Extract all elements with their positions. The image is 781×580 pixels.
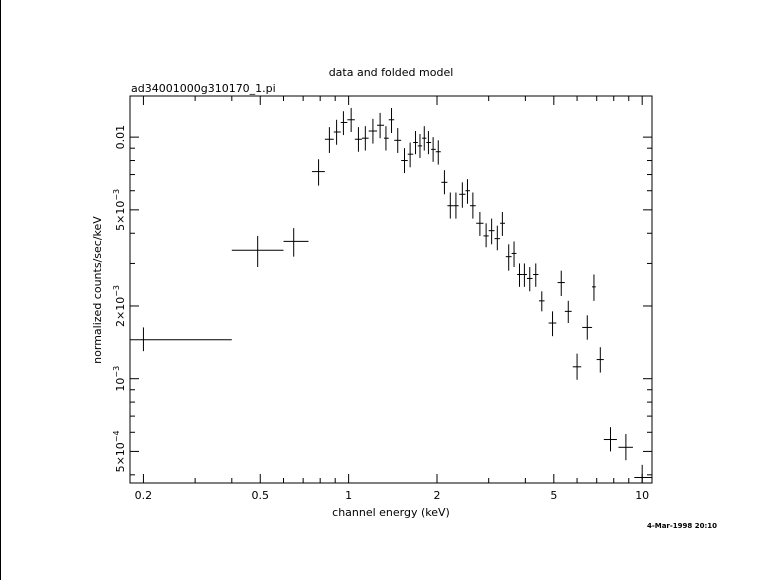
data-point	[592, 274, 596, 301]
y-tick-label: 0.01	[114, 125, 127, 150]
data-point	[354, 127, 362, 152]
data-point	[517, 263, 523, 287]
data-point	[401, 148, 408, 174]
data-point	[596, 347, 604, 373]
data-point	[488, 218, 495, 245]
data-point	[548, 311, 557, 337]
x-tick-label: 1	[345, 489, 352, 502]
data-point	[526, 266, 533, 292]
y-tick-exponent: −3	[112, 285, 121, 297]
data-point	[618, 434, 633, 461]
y-tick-mantissa: 2×10	[114, 297, 127, 327]
data-point	[413, 131, 418, 155]
y-tick-labels: 5×10−410−32×10−35×10−30.01	[112, 125, 127, 473]
data-point	[582, 315, 593, 340]
data-point	[465, 179, 470, 204]
data-point	[377, 112, 385, 139]
data-point	[340, 111, 348, 136]
data-point	[557, 270, 565, 296]
axis-ticks	[130, 96, 652, 483]
data-point	[441, 170, 448, 195]
chart-title: data and folded model	[329, 66, 454, 79]
x-tick-label: 2	[433, 489, 440, 502]
data-point	[564, 300, 572, 324]
data-point	[333, 119, 341, 145]
data-point	[459, 182, 466, 208]
y-tick-label: 5×10−4	[112, 430, 127, 472]
y-tick-mantissa: 0.01	[114, 125, 127, 150]
data-point	[311, 159, 325, 186]
data-point	[634, 464, 652, 483]
y-tick-label: 2×10−3	[112, 285, 127, 327]
data-point	[384, 126, 389, 151]
data-point	[422, 126, 427, 151]
data-point	[347, 108, 355, 133]
data-point	[500, 211, 506, 236]
data-point	[417, 134, 423, 158]
data-point	[476, 211, 484, 236]
data-point	[469, 192, 476, 219]
y-tick-mantissa: 10	[114, 378, 127, 392]
y-tick-exponent: −4	[112, 430, 121, 442]
data-point	[407, 142, 414, 168]
data-point	[603, 427, 617, 452]
data-point	[483, 223, 489, 248]
data-point	[538, 291, 545, 312]
x-tick-label: 0.2	[135, 489, 153, 502]
data-point	[394, 128, 402, 153]
y-axis-label: normalized counts/sec/keV	[91, 216, 104, 364]
data-point	[426, 131, 432, 155]
data-point	[533, 263, 539, 287]
data-point	[572, 353, 582, 380]
x-axis-label: channel energy (keV)	[332, 506, 450, 519]
y-tick-exponent: −3	[112, 189, 121, 201]
data-point	[431, 137, 436, 162]
data-point	[324, 127, 334, 153]
y-tick-mantissa: 5×10	[114, 442, 127, 472]
plot-frame	[129, 95, 653, 484]
data-point	[511, 241, 517, 267]
data-point	[447, 192, 454, 219]
data-point	[283, 228, 309, 257]
chart-subtitle: ad34001000g310170_1.pi	[131, 82, 276, 95]
data-point	[435, 140, 441, 165]
y-tick-label: 10−3	[112, 366, 127, 392]
x-tick-label: 10	[635, 489, 649, 502]
data-point	[130, 327, 232, 352]
y-tick-exponent: −3	[112, 366, 121, 378]
y-tick-mantissa: 5×10	[114, 201, 127, 231]
data-point	[368, 118, 378, 144]
data-point	[361, 126, 369, 151]
data-point	[494, 225, 501, 251]
data-points	[130, 108, 652, 483]
x-tick-labels: 0.2 0.5 1 2 5 10	[135, 489, 650, 502]
window-left-edge	[0, 0, 1, 580]
y-tick-label: 5×10−3	[112, 189, 127, 231]
x-tick-label: 5	[550, 489, 557, 502]
x-tick-label: 0.5	[252, 489, 270, 502]
data-point	[453, 192, 459, 219]
data-point	[505, 244, 512, 271]
data-point	[388, 108, 395, 134]
data-point	[522, 263, 527, 287]
data-point	[231, 235, 284, 267]
timestamp: 4-Mar-1998 20:10	[647, 522, 717, 530]
